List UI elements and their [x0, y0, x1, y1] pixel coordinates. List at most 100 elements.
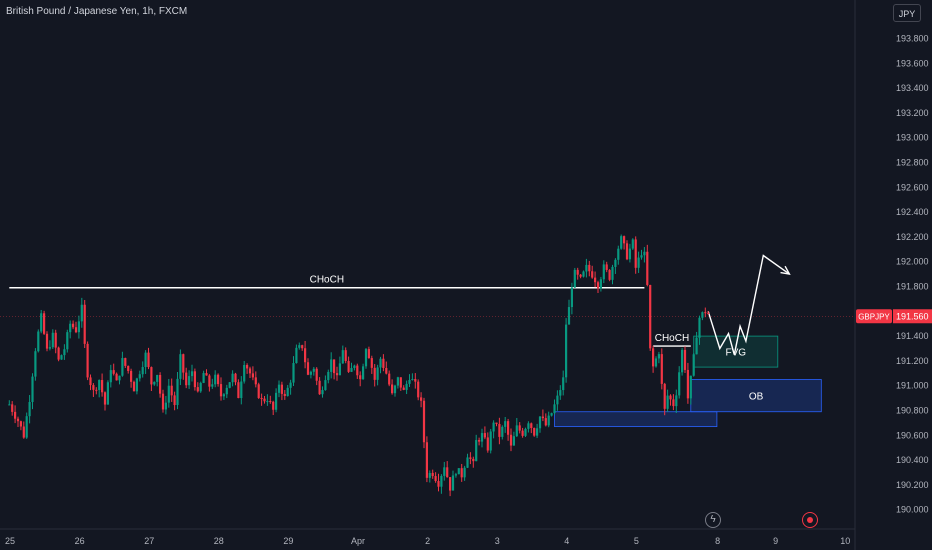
symbol-tag-label: GBPJPY	[858, 312, 890, 321]
candle-body	[54, 332, 57, 348]
candle-body	[701, 312, 704, 318]
candle-body	[69, 323, 72, 333]
lightning-icon[interactable]: ϟ	[705, 512, 721, 528]
candle-body	[277, 384, 281, 393]
candle-body	[40, 313, 43, 332]
candle-body	[8, 404, 11, 406]
candle-body	[246, 364, 249, 369]
projection-arrowhead	[780, 265, 791, 276]
candle-body	[547, 415, 550, 426]
candle-body	[347, 361, 350, 372]
candle-body	[657, 354, 660, 359]
candle-body	[257, 384, 260, 398]
candle-body	[101, 380, 104, 393]
x-tick-label: 5	[634, 536, 639, 546]
candle-body	[199, 382, 202, 392]
x-tick-label: 25	[5, 536, 15, 546]
candle-body	[527, 423, 530, 429]
currency-button[interactable]: JPY	[893, 4, 921, 22]
candle-body	[341, 350, 344, 364]
candle-body	[495, 422, 498, 424]
candle-body	[34, 351, 37, 377]
candle-body	[486, 437, 489, 451]
candle-body	[338, 363, 341, 376]
candle-body	[188, 376, 191, 386]
candle-body	[620, 236, 623, 249]
candle-body	[628, 248, 631, 260]
candle-body	[106, 382, 109, 405]
x-tick-label: 28	[214, 536, 224, 546]
candle-body	[385, 367, 388, 374]
candle-body	[95, 389, 98, 391]
candle-body	[654, 358, 658, 367]
candle-body	[483, 433, 486, 438]
candle-body	[388, 373, 391, 385]
candle-body	[170, 385, 173, 396]
candle-body	[611, 266, 614, 280]
candle-body	[254, 377, 257, 385]
candle-body	[301, 345, 304, 349]
candle-body	[446, 467, 449, 478]
candle-body	[306, 362, 310, 375]
candle-body	[411, 378, 414, 380]
candle-body	[179, 354, 182, 379]
candle-body	[376, 367, 379, 380]
candle-body	[573, 269, 576, 288]
candle-body	[214, 374, 217, 385]
candle-body	[11, 404, 14, 412]
candle-body	[469, 457, 472, 459]
x-tick-label: 10	[840, 536, 850, 546]
candle-body	[596, 282, 600, 289]
record-icon[interactable]	[802, 512, 818, 528]
candle-body	[507, 421, 510, 435]
y-tick-label: 191.400	[896, 331, 929, 341]
candle-body	[437, 481, 440, 487]
candle-body	[536, 428, 539, 436]
candle-body	[263, 398, 266, 402]
candle-body	[124, 358, 127, 366]
candle-body	[109, 370, 112, 383]
candle-body	[637, 257, 640, 268]
candle-body	[138, 374, 141, 379]
candle-body	[222, 394, 225, 397]
y-tick-label: 190.600	[896, 430, 929, 440]
candle-body	[550, 413, 553, 416]
candle-body	[318, 380, 321, 395]
candle-body	[591, 271, 594, 278]
candle-body	[182, 354, 185, 373]
candle-body	[237, 382, 240, 399]
candle-body	[689, 375, 692, 399]
y-tick-label: 190.800	[896, 406, 929, 416]
candle-body	[431, 472, 434, 477]
candle-body	[132, 381, 136, 392]
x-tick-label: 29	[283, 536, 293, 546]
candle-body	[408, 379, 411, 384]
choch-label: CHoCH	[655, 333, 689, 344]
candle-body	[683, 349, 687, 370]
candle-body	[643, 251, 646, 256]
candle-body	[295, 347, 298, 364]
candle-body	[127, 365, 130, 371]
candle-body	[330, 359, 333, 372]
candle-body	[692, 354, 695, 376]
symbol-tag	[856, 309, 892, 324]
candle-body	[652, 348, 655, 367]
y-tick-label: 191.000	[896, 381, 929, 391]
candle-body	[373, 367, 376, 380]
candle-body	[83, 304, 86, 344]
candles	[8, 234, 710, 497]
candle-body	[454, 474, 457, 476]
candle-body	[472, 458, 475, 462]
candle-body	[92, 385, 95, 390]
candle-body	[544, 418, 547, 426]
candle-body	[130, 370, 133, 382]
candle-body	[457, 468, 460, 475]
candle-body	[48, 347, 51, 349]
fvg-zone	[693, 335, 779, 368]
candle-body	[498, 423, 501, 437]
candle-body	[489, 431, 492, 451]
candle-body	[228, 382, 231, 388]
candle-body	[57, 347, 60, 360]
candle-body	[312, 368, 315, 372]
